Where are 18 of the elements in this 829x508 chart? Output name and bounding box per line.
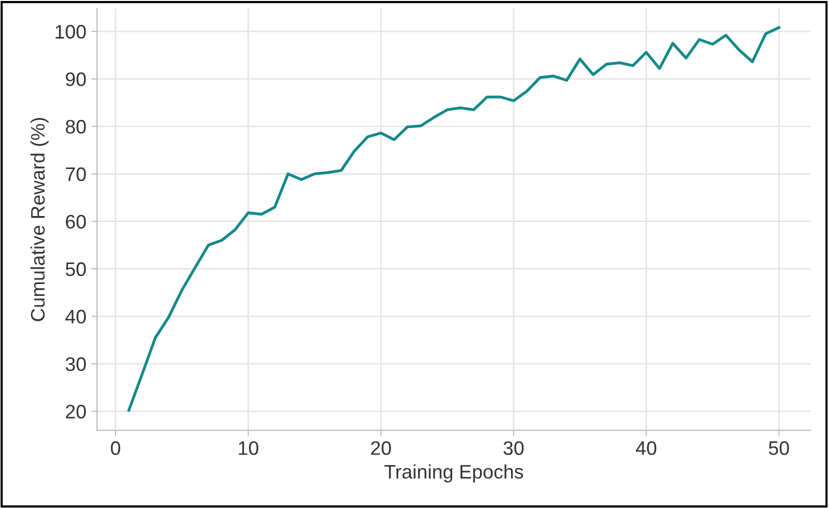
y-tick-label: 70 bbox=[66, 167, 86, 182]
y-tick-label: 60 bbox=[66, 214, 86, 229]
x-tick-label: 0 bbox=[110, 441, 120, 455]
x-tick-label: 10 bbox=[238, 441, 258, 455]
x-tick-label: 30 bbox=[504, 441, 524, 455]
y-tick-label: 20 bbox=[66, 404, 86, 419]
x-tick-label: 40 bbox=[636, 441, 656, 455]
x-axis-title: Training Epochs bbox=[384, 464, 524, 482]
y-tick-label: 100 bbox=[56, 24, 86, 39]
y-axis-title: Cumulative Reward (%) bbox=[30, 118, 49, 322]
x-tick-label: 20 bbox=[371, 441, 391, 455]
y-tick-label: 40 bbox=[65, 310, 86, 324]
x-tick-label: 50 bbox=[768, 441, 789, 455]
y-tick-label: 30 bbox=[66, 357, 86, 372]
y-tick-label: 80 bbox=[66, 120, 86, 134]
y-tick-label: 50 bbox=[66, 262, 86, 276]
y-tick-label: 90 bbox=[66, 72, 86, 86]
line-series bbox=[127, 26, 780, 412]
